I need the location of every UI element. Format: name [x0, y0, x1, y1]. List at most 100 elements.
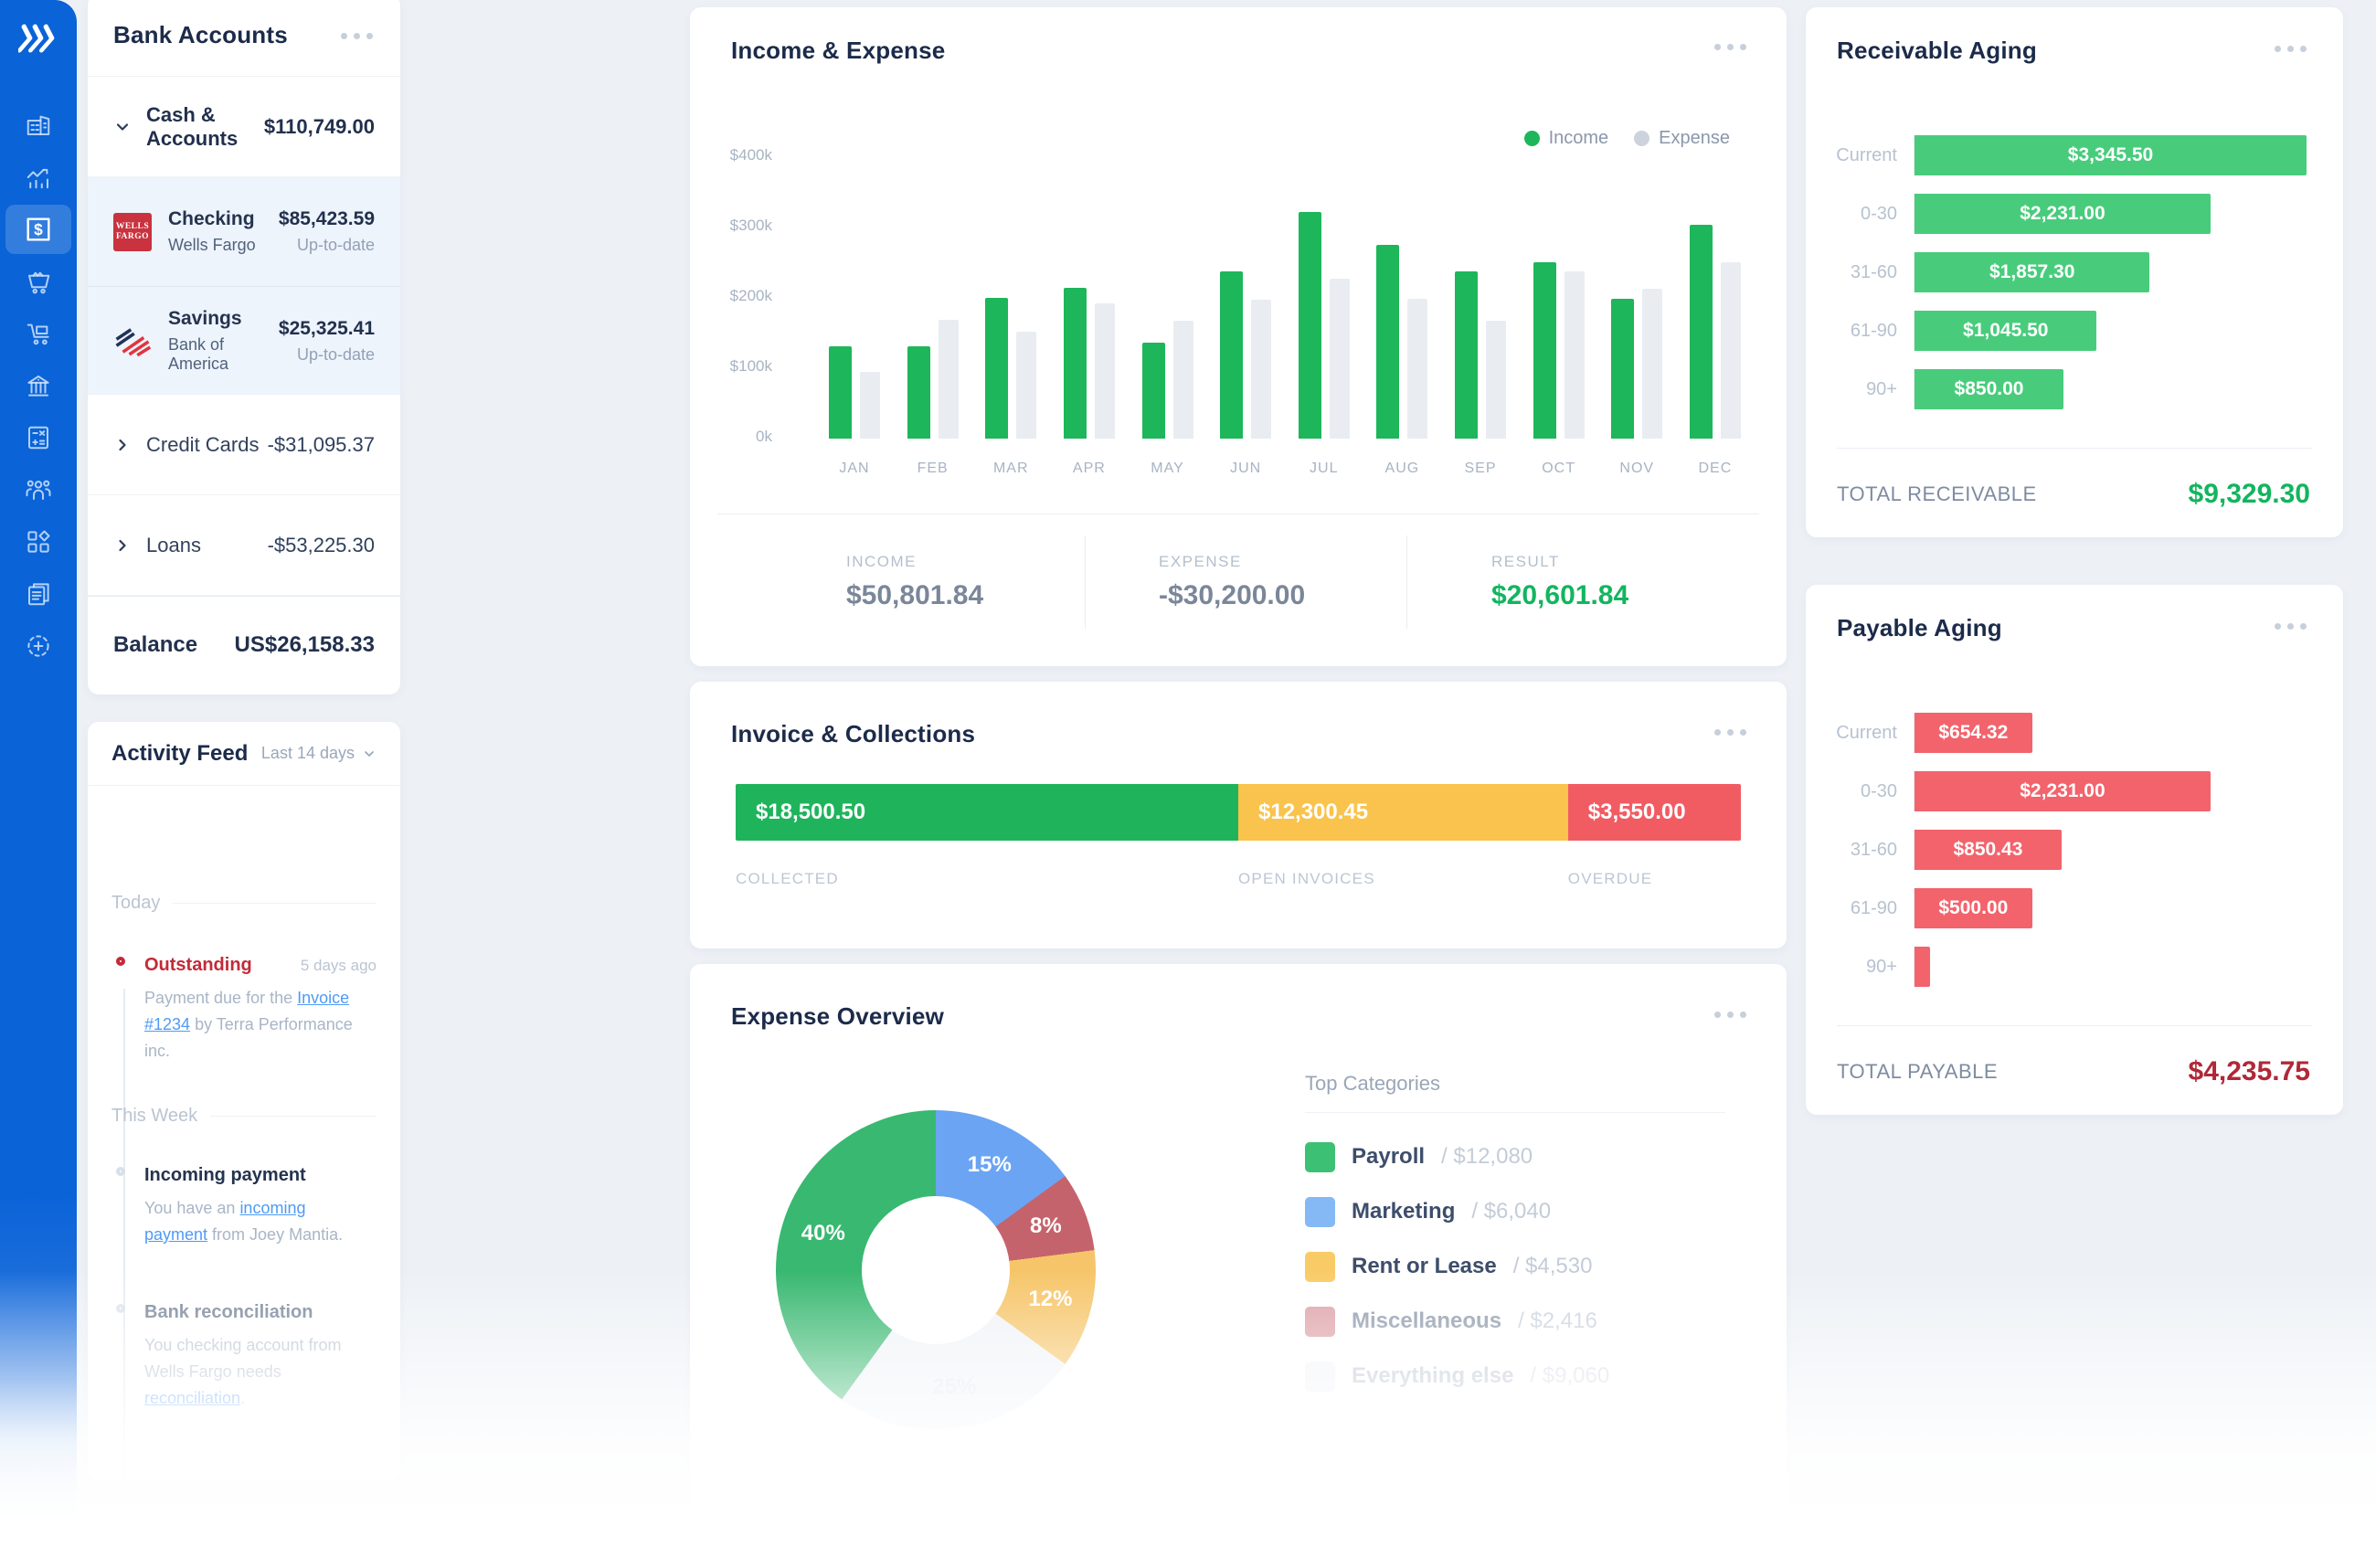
invoice-link[interactable]: Invoice #1234 [144, 989, 350, 1033]
legend-expense: Expense [1634, 128, 1730, 149]
payable-bars: Current $654.32 0-30 $2,231.00 31-60 $85… [1806, 713, 2307, 1005]
donut-hole [861, 1195, 1011, 1345]
collections-stacked-bar: $18,500.50 $12,300.45 $3,550.00 [736, 784, 1741, 841]
month-tick-label: DEC [1698, 461, 1733, 476]
segment-collected: $18,500.50 [736, 784, 1238, 841]
team-icon [26, 480, 51, 500]
money-icon: $ [27, 217, 50, 241]
bank-accounts-title: Bank Accounts [113, 21, 288, 48]
expense-bar [938, 320, 959, 439]
bank-accounts-menu-icon[interactable] [335, 27, 378, 45]
bank-icon [27, 376, 49, 397]
payable-bar: $654.32 [1915, 713, 2032, 753]
top-categories-legend: Top Categories Payroll / $12,080 Marketi… [1305, 1072, 1725, 1404]
payable-aging-menu-icon[interactable] [2269, 618, 2312, 635]
account-row-savings[interactable]: Savings Bank of America $25,325.41 Up-to… [88, 286, 400, 395]
donut-slice-label: 25% [932, 1373, 977, 1399]
category-row-payroll[interactable]: Payroll / $12,080 [1305, 1129, 1725, 1184]
receivable-bar: $1,045.50 [1915, 311, 2097, 351]
summary-result-label: RESULT [1491, 553, 1560, 570]
category-row-rent-or-lease[interactable]: Rent or Lease / $4,530 [1305, 1239, 1725, 1294]
aging-row-current: Current $654.32 [1806, 713, 2307, 753]
account-row-checking[interactable]: WELLS FARGO Checking Wells Fargo $85,423… [88, 177, 400, 286]
incoming-payment-link[interactable]: incoming payment [144, 1199, 306, 1244]
category-row-marketing[interactable]: Marketing / $6,040 [1305, 1184, 1725, 1239]
svg-text:$: $ [34, 220, 43, 238]
income-expense-panel: Income & Expense Income Expense $400k $3… [690, 7, 1787, 666]
month-tick-label: MAR [992, 461, 1029, 476]
category-row-miscellaneous[interactable]: Miscellaneous / $2,416 [1305, 1294, 1725, 1349]
receivable-total-row: TOTAL RECEIVABLE $9,329.30 [1837, 479, 2310, 510]
activity-feed-panel: Activity Feed Last 14 days Today Outstan… [88, 722, 400, 1482]
bar-group-jan: JAN [829, 154, 880, 476]
y-axis-ticks: $400k $300k $200k $100k 0k [729, 146, 772, 445]
total-payable-label: TOTAL PAYABLE [1837, 1060, 1999, 1083]
expense-bar [1564, 271, 1585, 439]
feed-item-title: Incoming payment [144, 1165, 306, 1185]
donut-slice-label: 12% [1028, 1287, 1073, 1312]
feed-item-bank-reconciliation: Bank reconciliation You checking account… [111, 1302, 377, 1411]
marketing-swatch-icon [1305, 1196, 1335, 1227]
expense-bar [1016, 332, 1037, 439]
sidebar-item-sales[interactable] [5, 257, 71, 306]
invoice-collections-panel: Invoice & Collections $18,500.50 $12,300… [690, 682, 1787, 948]
bar-group-jul: JUL [1298, 154, 1350, 476]
invoice-collections-menu-icon[interactable] [1709, 724, 1752, 741]
aging-row-90-plus: 90+ $850.00 [1806, 369, 2307, 409]
collected-label: COLLECTED [736, 870, 839, 887]
sidebar-item-purchases[interactable] [5, 309, 71, 358]
summary-expense-label: EXPENSE [1159, 553, 1242, 570]
expense-bar [1720, 262, 1741, 439]
timeline-line [123, 989, 125, 1482]
cash-accounts-label: Cash & Accounts [146, 102, 239, 150]
apps-icon [27, 530, 50, 553]
feed-item-title: Bank reconciliation [144, 1302, 313, 1322]
category-row-everything-else[interactable]: Everything else / $9,060 [1305, 1349, 1725, 1404]
month-tick-label: OCT [1542, 461, 1576, 476]
rent-swatch-icon [1305, 1251, 1335, 1282]
receivable-aging-panel: Receivable Aging Current $3,345.50 0-30 … [1806, 7, 2343, 537]
credit-cards-row[interactable]: Credit Cards -$31,095.37 [88, 395, 400, 495]
sidebar-item-apps[interactable] [5, 517, 71, 567]
account-balance: $25,325.41 [278, 317, 375, 339]
sidebar-item-team[interactable] [5, 465, 71, 514]
wells-fargo-logo: WELLS FARGO [113, 212, 152, 251]
sidebar-item-money[interactable]: $ [5, 205, 71, 254]
app-logo[interactable] [0, 13, 77, 64]
bar-group-feb: FEB [907, 154, 959, 476]
income-expense-menu-icon[interactable] [1709, 38, 1752, 56]
reconciliation-link[interactable]: reconciliation [144, 1388, 241, 1407]
receivable-aging-menu-icon[interactable] [2269, 40, 2312, 58]
open-invoices-label: OPEN INVOICES [1238, 870, 1375, 887]
account-bank: Bank of America [168, 335, 229, 373]
month-tick-label: JAN [839, 461, 870, 476]
loans-label: Loans [146, 533, 201, 556]
sidebar-item-analytics[interactable] [5, 153, 71, 202]
loans-row[interactable]: Loans -$53,225.30 [88, 495, 400, 596]
bank-of-america-logo [113, 322, 152, 360]
income-expense-title: Income & Expense [731, 37, 946, 64]
expense-bar [860, 372, 880, 439]
segment-open-invoices: $12,300.45 [1238, 784, 1568, 841]
receivable-bar: $1,857.30 [1915, 252, 2150, 292]
sidebar-item-accounting[interactable] [5, 413, 71, 462]
income-bar [985, 298, 1009, 439]
expense-overview-menu-icon[interactable] [1709, 1006, 1752, 1023]
bar-group-oct: OCT [1533, 154, 1585, 476]
expense-overview-panel: Expense Overview 15% 8% 12% 25% 40% Top Cate… [690, 964, 1787, 1512]
activity-feed-range-dropdown[interactable]: Last 14 days [261, 744, 377, 763]
income-bar [1141, 343, 1165, 439]
donut-slice-label: 8% [1030, 1213, 1062, 1239]
total-receivable-label: TOTAL RECEIVABLE [1837, 482, 2037, 505]
sidebar-item-banking[interactable] [5, 361, 71, 410]
sidebar: $ [0, 0, 77, 1568]
sidebar-item-company[interactable] [5, 101, 71, 150]
balance-row: Balance US$26,158.33 [88, 596, 400, 693]
month-tick-label: AUG [1384, 461, 1420, 476]
sidebar-item-add-new[interactable] [5, 621, 71, 671]
account-balance: $85,423.59 [278, 208, 375, 229]
sidebar-item-documents[interactable] [5, 569, 71, 619]
cash-accounts-row[interactable]: Cash & Accounts $110,749.00 [88, 77, 400, 177]
expense-bar [1486, 321, 1506, 439]
top-categories-title: Top Categories [1305, 1072, 1725, 1113]
